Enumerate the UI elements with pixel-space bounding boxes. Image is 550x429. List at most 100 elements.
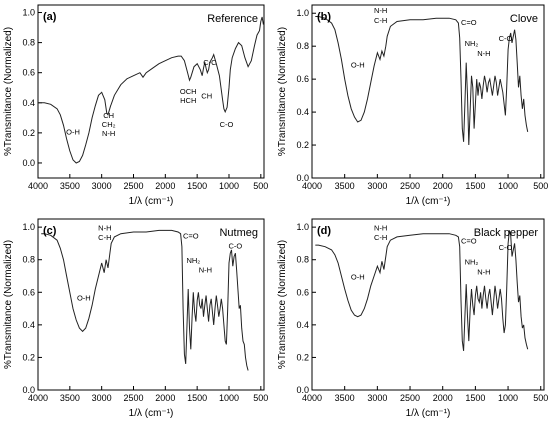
x-tick-label: 3500 <box>60 393 80 403</box>
x-tick-label: 1500 <box>465 393 485 403</box>
x-tick-label: 3500 <box>60 181 80 191</box>
y-tick-label: 0.0 <box>22 385 35 395</box>
y-tick-label: 0.6 <box>22 68 35 78</box>
x-tick-label: 3000 <box>92 393 112 403</box>
x-tick-label: 3500 <box>335 393 355 403</box>
panel-label: (c) <box>43 225 57 237</box>
y-tick-label: 0.6 <box>22 287 35 297</box>
band-annotation: C-O <box>228 241 242 250</box>
x-tick-label: 500 <box>533 393 548 403</box>
y-tick-label: 0.0 <box>22 158 35 168</box>
spectrum-line <box>41 229 249 371</box>
x-tick-label: 2000 <box>433 393 453 403</box>
band-annotation: C-O <box>499 34 513 43</box>
band-annotation: O-H <box>77 293 91 302</box>
x-tick-label: 1000 <box>219 393 239 403</box>
panel-0: 4000 3500 3000 2500 2000 1500 1000 500 0.0 0.2 0.4… <box>3 4 268 207</box>
panel-2: 4000 3500 3000 2500 2000 1500 1000 500 0.0 0.2 0.4… <box>3 218 268 419</box>
y-axis-title: %Transmitance (Normalized) <box>3 27 14 156</box>
sample-name: Reference <box>207 13 258 25</box>
y-tick-label: 1.0 <box>296 8 309 18</box>
x-tick-label: 1000 <box>498 181 518 191</box>
y-tick-label: 0.4 <box>296 320 309 330</box>
x-tick-label: 3000 <box>92 181 112 191</box>
x-tick-label: 3000 <box>367 393 387 403</box>
y-tick-label: 0.0 <box>296 385 309 395</box>
panel-1: 4000 3500 3000 2500 2000 1500 1000 500 0.0 0.2 0.4… <box>277 4 548 207</box>
y-tick-label: 0.2 <box>22 352 35 362</box>
band-annotation: O-H <box>351 61 365 70</box>
y-axis-title: %Transmitance (Normalized) <box>277 27 288 156</box>
panel-label: (d) <box>317 225 331 237</box>
x-tick-label: 2500 <box>123 393 143 403</box>
band-annotation: N-H <box>199 266 212 275</box>
sample-name: Black pepper <box>474 227 539 239</box>
band-annotation: C=O <box>183 232 199 241</box>
band-annotation: NH₂ <box>465 39 479 48</box>
band-annotation: NH₂ <box>465 258 479 267</box>
plot-frame <box>311 4 545 179</box>
band-annotation: CH <box>201 91 212 100</box>
x-tick-label: 3500 <box>335 181 355 191</box>
band-annotation: C=O <box>461 18 477 27</box>
x-tick-label: 500 <box>253 181 268 191</box>
x-tick-label: 4000 <box>28 181 48 191</box>
panel-3: 4000 3500 3000 2500 2000 1500 1000 500 0.0 0.2 0.4… <box>277 218 548 419</box>
sample-name: Clove <box>510 13 538 25</box>
y-tick-label: 0.4 <box>296 107 309 117</box>
y-tick-label: 0.4 <box>22 320 35 330</box>
x-tick-label: 2000 <box>155 393 175 403</box>
band-annotation: N-H <box>477 49 490 58</box>
band-annotation: CH₂ <box>102 120 116 129</box>
y-tick-label: 0.8 <box>22 38 35 48</box>
spectrum-line <box>38 16 264 164</box>
band-annotation: N-H <box>374 6 387 15</box>
band-annotation: N-H <box>477 267 490 276</box>
y-tick-label: 0.4 <box>22 98 35 108</box>
x-axis-title: 1/λ (cm⁻¹) <box>406 408 451 419</box>
band-annotation: C-H <box>374 16 387 25</box>
band-annotation: C-H <box>374 233 387 242</box>
y-axis-title: %Transmitance (Normalized) <box>3 240 14 369</box>
band-annotation: C-H <box>98 233 111 242</box>
plot-frame <box>37 4 265 179</box>
y-tick-label: 0.6 <box>296 287 309 297</box>
band-annotation: O-H <box>66 127 80 136</box>
spectrum-line <box>315 16 529 146</box>
x-axis-title: 1/λ (cm⁻¹) <box>129 408 174 419</box>
x-tick-label: 1500 <box>187 181 207 191</box>
y-tick-label: 0.2 <box>22 128 35 138</box>
y-tick-label: 0.2 <box>296 140 309 150</box>
band-annotation: C-C <box>203 58 217 67</box>
band-annotation: C-O <box>220 120 234 129</box>
x-tick-label: 1000 <box>219 181 239 191</box>
x-tick-label: 4000 <box>302 393 322 403</box>
x-tick-label: 2500 <box>123 181 143 191</box>
panel-label: (a) <box>43 11 57 23</box>
y-tick-label: 0.8 <box>296 255 309 265</box>
y-tick-label: 0.2 <box>296 352 309 362</box>
y-tick-label: 1.0 <box>22 8 35 18</box>
x-tick-label: 2500 <box>400 181 420 191</box>
y-tick-label: 0.8 <box>22 255 35 265</box>
x-tick-label: 4000 <box>302 181 322 191</box>
band-annotation: CH <box>103 111 114 120</box>
x-tick-label: 2000 <box>155 181 175 191</box>
band-annotation: C=O <box>461 236 477 245</box>
y-tick-label: 0.6 <box>296 74 309 84</box>
y-tick-label: 1.0 <box>22 222 35 232</box>
x-tick-label: 4000 <box>28 393 48 403</box>
plot-frame <box>37 218 265 391</box>
band-annotation: NH₂ <box>186 256 200 265</box>
y-tick-label: 1.0 <box>296 222 309 232</box>
band-annotation: HCH <box>180 96 196 105</box>
x-axis-title: 1/λ (cm⁻¹) <box>406 196 451 207</box>
x-tick-label: 3000 <box>367 181 387 191</box>
band-annotation: OCH <box>180 87 197 96</box>
x-tick-label: 1000 <box>498 393 518 403</box>
x-tick-label: 2000 <box>433 181 453 191</box>
sample-name: Nutmeg <box>219 227 258 239</box>
band-annotation: N-H <box>374 223 387 232</box>
band-annotation: C-O <box>499 243 513 252</box>
